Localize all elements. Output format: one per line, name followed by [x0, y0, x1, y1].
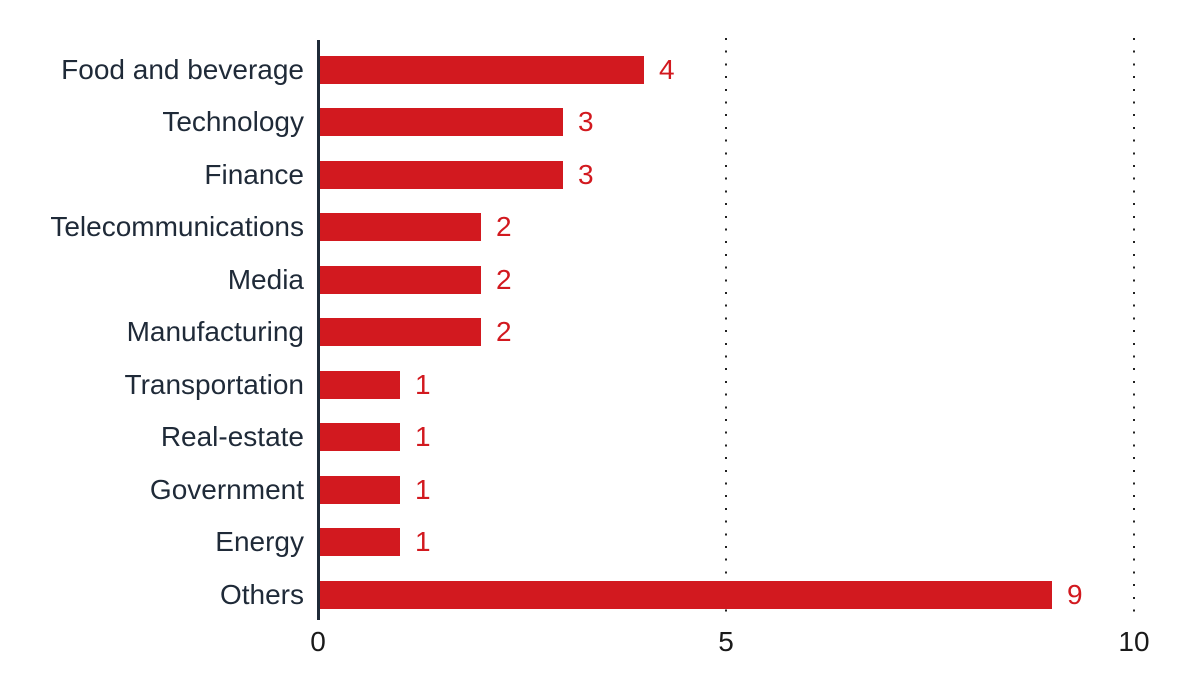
category-label: Media	[227, 264, 304, 295]
gridline-x-5	[725, 38, 727, 622]
value-label: 2	[496, 264, 512, 295]
value-label: 1	[415, 369, 431, 400]
category-label: Transportation	[124, 369, 305, 400]
bar-government	[320, 476, 400, 504]
value-label: 1	[415, 474, 431, 505]
category-label: Technology	[162, 106, 304, 137]
value-label: 1	[415, 421, 431, 452]
x-tick-label-5: 5	[718, 626, 734, 657]
value-label: 2	[496, 211, 512, 242]
category-label: Finance	[204, 159, 304, 190]
category-label: Energy	[215, 526, 304, 557]
bar-others	[320, 581, 1052, 609]
value-label: 3	[578, 106, 594, 137]
x-tick-label-0: 0	[310, 626, 326, 657]
bar-telecommunications	[320, 213, 481, 241]
value-label: 9	[1067, 579, 1083, 610]
category-label: Real-estate	[160, 421, 304, 452]
value-label: 4	[659, 54, 675, 85]
bar-transportation	[320, 371, 400, 399]
bar-energy	[320, 528, 400, 556]
bar-media	[320, 266, 481, 294]
category-label: Food and beverage	[61, 54, 304, 85]
category-label: Government	[149, 474, 304, 505]
category-label: Others	[219, 579, 304, 610]
value-label: 3	[578, 159, 594, 190]
category-label: Manufacturing	[126, 316, 304, 347]
bar-technology	[320, 108, 563, 136]
bar-food-and-beverage	[320, 56, 644, 84]
bar-finance	[320, 161, 563, 189]
bar-manufacturing	[320, 318, 481, 346]
gridline-x-10	[1133, 38, 1135, 622]
x-tick-label-10: 10	[1118, 626, 1150, 657]
bar-real-estate	[320, 423, 400, 451]
category-label: Telecommunications	[50, 211, 304, 242]
value-label: 1	[415, 526, 431, 557]
y-axis-line	[317, 40, 320, 620]
value-label: 2	[496, 316, 512, 347]
